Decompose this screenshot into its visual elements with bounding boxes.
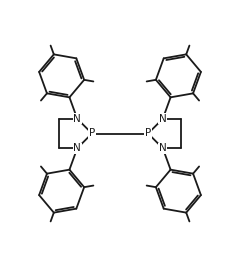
Text: P: P <box>89 128 95 139</box>
Text: N: N <box>73 143 81 153</box>
Text: N: N <box>159 143 167 153</box>
Text: N: N <box>159 114 167 124</box>
Text: N: N <box>73 114 81 124</box>
Text: P: P <box>145 128 151 139</box>
